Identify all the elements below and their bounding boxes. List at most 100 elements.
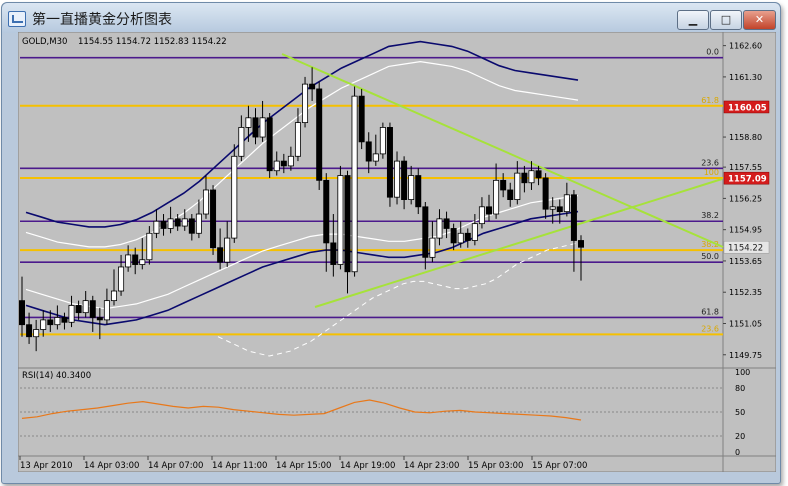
price-tick-label: 1153.65 <box>729 257 762 266</box>
candle-body-bear <box>89 300 96 318</box>
minimize-button[interactable]: ▁ <box>677 10 709 30</box>
candle-body-bull <box>528 170 535 184</box>
fib-level-label: 50.0 <box>701 252 719 261</box>
close-button[interactable]: ✕ <box>743 10 776 30</box>
candle-body-bull <box>408 175 415 200</box>
candle-body-bear <box>422 206 429 258</box>
candle <box>26 312 33 344</box>
candle <box>507 182 514 207</box>
time-tick-label: 14 Apr 15:00 <box>276 461 331 471</box>
candle-body-bear <box>18 300 25 326</box>
candle <box>18 276 25 337</box>
candle-body-bear <box>486 206 493 215</box>
candle <box>181 209 188 231</box>
rsi-tick-label: 100 <box>735 368 750 377</box>
candle-body-bear <box>507 189 514 200</box>
candle <box>500 173 507 198</box>
candle <box>174 214 181 231</box>
candle <box>401 156 408 210</box>
price-tick-label: 1161.30 <box>729 73 762 82</box>
candle <box>224 221 231 267</box>
time-tick-label: 14 Apr 19:00 <box>340 461 395 471</box>
candle-body-bear <box>443 218 450 229</box>
candle-body-bear <box>386 127 393 198</box>
candle-body-bull <box>195 213 202 234</box>
candle-body-bull <box>82 300 89 314</box>
candle <box>132 247 139 275</box>
candle <box>422 202 429 270</box>
candle-body-bear <box>316 88 323 181</box>
candle <box>139 238 146 270</box>
candle <box>528 161 535 190</box>
candle-body-bull <box>394 160 401 198</box>
candle <box>103 288 110 325</box>
candle <box>471 214 478 246</box>
trendline-upper[interactable] <box>281 53 724 248</box>
candle-body-bull <box>202 189 209 215</box>
candle <box>202 175 209 219</box>
rsi-label: RSI(14) 40.3400 <box>22 371 91 381</box>
candle <box>570 189 577 272</box>
maximize-button[interactable]: □ <box>710 10 742 30</box>
price-tick-label: 1151.05 <box>729 319 762 328</box>
candle <box>323 173 330 272</box>
candle-body-bear <box>188 218 195 234</box>
candle-body-bull <box>245 117 252 128</box>
candle <box>344 170 351 294</box>
time-tick-label: 14 Apr 23:00 <box>404 461 459 471</box>
candle <box>231 144 238 243</box>
title-bar[interactable]: 第一直播黄金分析图表 ▁ □ ✕ <box>2 3 780 33</box>
rsi-tick-label: 0 <box>735 448 740 457</box>
candle <box>436 209 443 246</box>
price-tick-label: 1162.60 <box>729 42 762 51</box>
candle-body-bear <box>464 232 471 241</box>
candle-body-bull <box>118 266 125 292</box>
rsi-tick-label: 80 <box>735 384 745 393</box>
candle <box>153 209 160 239</box>
candle-body-bull <box>514 172 521 200</box>
candle-body-bull <box>457 232 464 244</box>
candle-body-bull <box>351 95 358 273</box>
bollinger-bands <box>25 40 579 357</box>
candle <box>365 132 372 174</box>
candle <box>210 185 217 255</box>
candle-body-bull <box>471 223 478 241</box>
candle-body-bull <box>103 300 110 321</box>
symbol-label: GOLD,M30 <box>22 37 67 47</box>
candle-body-bear <box>521 172 528 184</box>
price-tag-label: 1160.05 <box>728 103 767 113</box>
candle <box>47 310 54 332</box>
price-tag-box <box>723 240 770 254</box>
candle-body-bull <box>33 329 40 338</box>
candle <box>167 206 174 234</box>
candle <box>118 254 125 296</box>
price-tick-label: 1152.35 <box>729 288 762 297</box>
candle-body-bull <box>54 317 61 326</box>
candle <box>188 214 195 241</box>
rsi-panel: RSI(14) 40.3400 100 80 50 20 0 <box>20 368 750 457</box>
candle <box>563 182 570 217</box>
fib-level-label: 61.8 <box>701 96 719 105</box>
candle-body-bull <box>181 218 188 227</box>
candle-body-bull <box>110 290 117 302</box>
price-tick-label: 1157.55 <box>729 163 762 172</box>
time-tick-label: 14 Apr 11:00 <box>212 461 267 471</box>
candle <box>33 319 40 352</box>
candle <box>429 221 436 263</box>
candle <box>415 168 422 215</box>
time-tick-label: 15 Apr 03:00 <box>468 461 523 471</box>
window-title: 第一直播黄金分析图表 <box>32 12 172 28</box>
candle-body-bear <box>330 242 337 265</box>
candle <box>280 153 287 174</box>
chart-background <box>18 32 776 472</box>
candle-body-bear <box>323 179 330 244</box>
ohlc-header: 1154.55 1154.72 1152.83 1154.22 <box>78 37 227 47</box>
candle <box>273 151 280 176</box>
trendline-lower[interactable] <box>314 178 723 308</box>
candle-body-bull <box>146 232 153 261</box>
candle <box>294 108 301 162</box>
candle <box>75 300 82 320</box>
candle <box>217 228 224 270</box>
candle-body-bear <box>344 175 351 273</box>
